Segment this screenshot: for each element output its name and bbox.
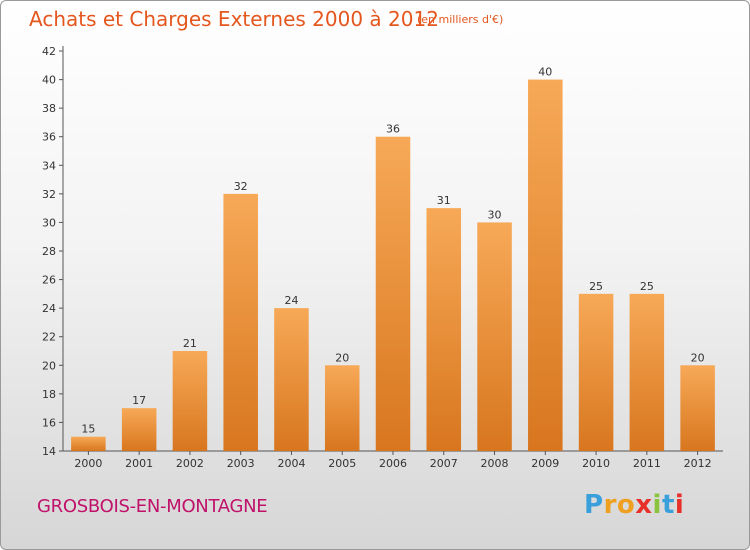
x-tick-label: 2011 xyxy=(633,457,661,470)
y-tick-label: 20 xyxy=(42,359,56,372)
bar-2008 xyxy=(477,222,512,451)
bar-2007 xyxy=(426,208,462,451)
y-tick-label: 22 xyxy=(42,331,56,344)
bar-2010 xyxy=(578,293,614,451)
bar-value-label: 20 xyxy=(691,351,705,364)
y-tick-label: 14 xyxy=(42,445,56,458)
commune-name: GROSBOIS-EN-MONTAGNE xyxy=(37,496,268,517)
x-tick-label: 2010 xyxy=(582,457,610,470)
x-tick-label: 2006 xyxy=(379,457,407,470)
y-tick-label: 32 xyxy=(42,188,56,201)
bar-2004 xyxy=(274,308,309,451)
bar-2001 xyxy=(121,408,157,451)
bar-value-label: 40 xyxy=(538,66,552,79)
y-tick-label: 36 xyxy=(42,131,56,144)
chart-title: Achats et Charges Externes 2000 à 2012 xyxy=(29,7,439,31)
proxiti-logo[interactable]: Proxiti xyxy=(584,490,684,520)
bar-2012 xyxy=(680,365,715,451)
x-tick-label: 2007 xyxy=(430,457,458,470)
x-tick-label: 2000 xyxy=(74,457,102,470)
logo-letter: r xyxy=(603,490,617,520)
y-tick-label: 18 xyxy=(42,388,56,401)
bar-value-label: 30 xyxy=(488,208,502,221)
bar-value-label: 32 xyxy=(234,180,248,193)
bar-value-label: 25 xyxy=(589,280,603,293)
x-tick-label: 2008 xyxy=(481,457,509,470)
bar-2011 xyxy=(629,293,665,451)
bar-value-label: 25 xyxy=(640,280,654,293)
x-tick-label: 2002 xyxy=(176,457,204,470)
x-axis: 2000 2001 2002 2003 2004 2005 2006 2007 2008 2009… xyxy=(63,450,723,470)
x-tick-label: 2004 xyxy=(277,457,305,470)
logo-letter: i xyxy=(652,490,662,520)
x-tick-label: 2009 xyxy=(531,457,559,470)
bars: 15 17 21 32 24 20 36 31 30 40 25 25 20 xyxy=(71,66,715,452)
bar-value-label: 36 xyxy=(386,123,400,136)
x-tick-label: 2012 xyxy=(684,457,712,470)
y-tick-label: 26 xyxy=(42,274,56,287)
bar-value-label: 24 xyxy=(284,294,298,307)
logo-letter: P xyxy=(584,490,604,520)
y-tick-label: 30 xyxy=(42,216,56,229)
y-tick-label: 38 xyxy=(42,102,56,115)
bar-value-label: 20 xyxy=(335,351,349,364)
bar-value-label: 31 xyxy=(437,194,451,207)
logo-letter: o xyxy=(616,490,636,520)
y-tick-label: 16 xyxy=(42,416,56,429)
x-tick-label: 2003 xyxy=(227,457,255,470)
x-tick-label: 2001 xyxy=(125,457,153,470)
bar-value-label: 21 xyxy=(183,337,197,350)
bar-2006 xyxy=(375,136,411,451)
y-tick-label: 34 xyxy=(42,159,56,172)
y-tick-label: 24 xyxy=(42,302,56,315)
y-axis: 14 16 18 20 22 24 26 28 30 32 34 36 38 40 42 xyxy=(42,45,64,458)
bar-value-label: 17 xyxy=(132,394,146,407)
logo-letter: x xyxy=(635,490,653,520)
bar-2002 xyxy=(172,351,208,451)
logo-letter: i xyxy=(674,490,685,520)
bar-value-label: 15 xyxy=(81,423,95,436)
y-tick-label: 42 xyxy=(42,45,56,58)
chart-subtitle: (en milliers d'€) xyxy=(417,13,504,26)
bar-2000 xyxy=(71,436,106,451)
y-tick-label: 40 xyxy=(42,74,56,87)
bar-2005 xyxy=(324,365,360,451)
logo-letter: t xyxy=(661,490,675,520)
y-tick-label: 28 xyxy=(42,245,56,258)
x-tick-label: 2005 xyxy=(328,457,356,470)
bar-2003 xyxy=(223,193,258,451)
bar-2009 xyxy=(528,79,563,452)
